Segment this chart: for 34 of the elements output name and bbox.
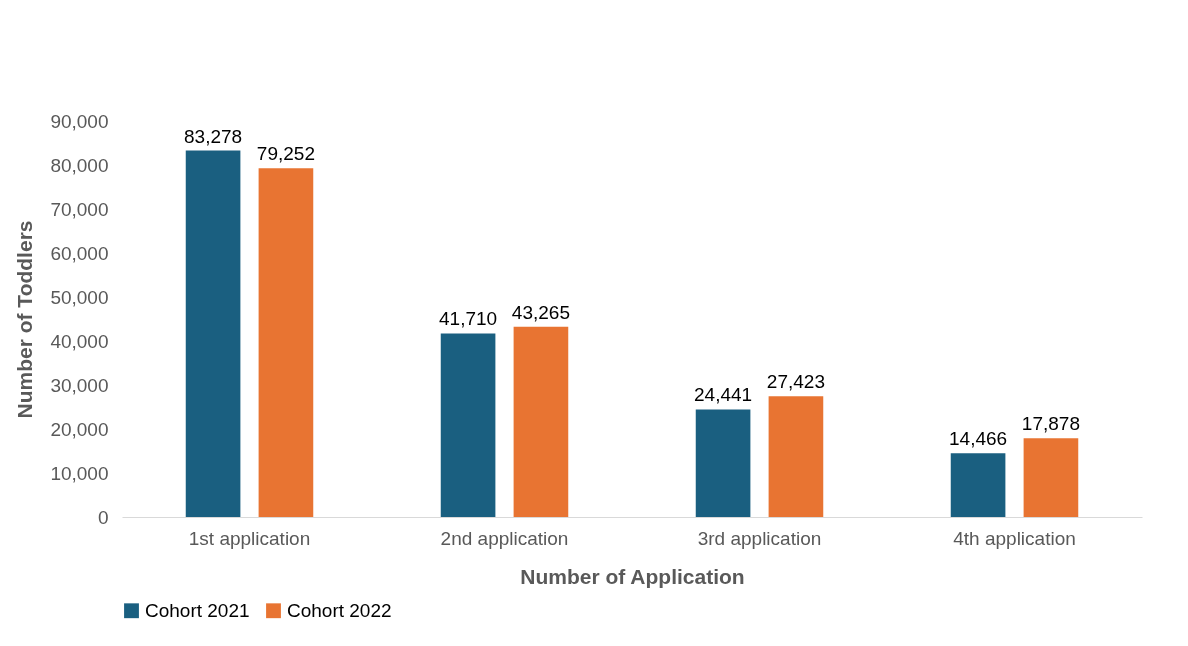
data-label: 79,252 bbox=[256, 143, 315, 165]
y-tick-label: 0 bbox=[97, 506, 109, 528]
y-axis-title: Number of Toddlers bbox=[13, 220, 37, 419]
data-label: 24,441 bbox=[694, 384, 753, 406]
data-label: 43,265 bbox=[511, 301, 570, 323]
bar bbox=[768, 396, 824, 517]
y-tick-label: 70,000 bbox=[50, 198, 109, 220]
y-tick-label: 40,000 bbox=[50, 330, 109, 352]
bar bbox=[440, 333, 496, 517]
data-label: 17,878 bbox=[1021, 413, 1080, 435]
bar bbox=[513, 326, 569, 517]
bar bbox=[695, 409, 751, 517]
bar bbox=[185, 150, 241, 517]
y-tick-label: 10,000 bbox=[50, 462, 109, 484]
y-tick-label: 30,000 bbox=[50, 374, 109, 396]
data-label: 14,466 bbox=[949, 428, 1008, 450]
data-label: 83,278 bbox=[184, 125, 243, 147]
y-tick-label: 60,000 bbox=[50, 242, 109, 264]
y-tick-label: 90,000 bbox=[50, 110, 109, 132]
data-label: 41,710 bbox=[439, 308, 498, 330]
x-tick-label: 1st application bbox=[188, 527, 311, 549]
data-label: 27,423 bbox=[766, 371, 825, 393]
x-tick-label: 4th application bbox=[953, 527, 1076, 549]
y-tick-label: 80,000 bbox=[50, 154, 109, 176]
legend-label: Cohort 2022 bbox=[287, 599, 392, 621]
bar bbox=[1023, 438, 1079, 517]
y-tick-label: 20,000 bbox=[50, 418, 109, 440]
x-tick-label: 3rd application bbox=[697, 527, 822, 549]
bar bbox=[258, 168, 314, 517]
legend-label: Cohort 2021 bbox=[145, 599, 250, 621]
y-tick-label: 50,000 bbox=[50, 286, 109, 308]
x-tick-label: 2nd application bbox=[440, 527, 569, 549]
x-axis-title: Number of Application bbox=[520, 564, 745, 588]
bar bbox=[950, 453, 1006, 517]
